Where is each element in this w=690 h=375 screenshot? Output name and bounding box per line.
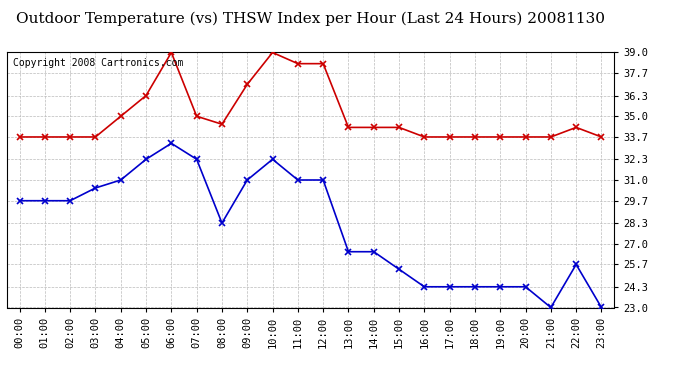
Text: Copyright 2008 Cartronics.com: Copyright 2008 Cartronics.com bbox=[13, 58, 184, 68]
Text: Outdoor Temperature (vs) THSW Index per Hour (Last 24 Hours) 20081130: Outdoor Temperature (vs) THSW Index per … bbox=[16, 11, 605, 26]
